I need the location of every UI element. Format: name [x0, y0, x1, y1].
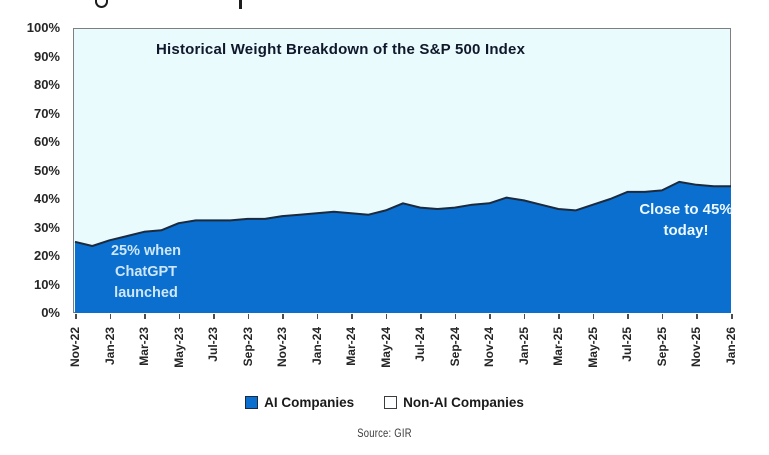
- legend-label: Non-AI Companies: [403, 395, 524, 410]
- x-tick-label: Nov-25: [689, 327, 704, 368]
- non-ai-companies-swatch-icon: [384, 396, 398, 409]
- x-tick-label: May-23: [171, 327, 186, 368]
- x-tick-label: Mar-25: [551, 327, 566, 366]
- source-note: Source: GIR: [357, 427, 412, 441]
- x-tick-mark: [385, 314, 388, 319]
- x-tick-mark: [523, 314, 526, 319]
- legend-item-non-ai-companies: Non-AI Companies: [384, 395, 524, 410]
- x-tick-label: Nov-24: [482, 327, 497, 368]
- y-tick-label: 60%: [33, 134, 60, 149]
- chart-title: Historical Weight Breakdown of the S&P 5…: [156, 41, 526, 58]
- cropped-title-fragment: [239, 0, 242, 9]
- annotation-line: Close to 45%: [639, 201, 733, 218]
- x-tick-mark: [282, 314, 284, 319]
- x-tick-mark: [109, 314, 112, 319]
- legend-item-ai-companies: AI Companies: [245, 395, 354, 410]
- annotation-line: today!: [663, 222, 709, 239]
- x-tick-mark: [178, 314, 181, 319]
- y-tick-label: 80%: [33, 77, 60, 92]
- x-tick-mark: [454, 314, 457, 319]
- area-chart-svg: [74, 180, 731, 313]
- x-tick-mark: [627, 314, 629, 319]
- x-tick-label: Jul-23: [206, 327, 221, 362]
- legend-label: AI Companies: [264, 395, 355, 410]
- plot-area: Historical Weight Breakdown of the S&P 5…: [73, 28, 733, 313]
- x-tick-label: Sep-24: [447, 327, 462, 367]
- x-tick-mark: [489, 314, 491, 319]
- y-tick-label: 50%: [33, 162, 60, 178]
- x-tick-label: Jan-26: [724, 327, 738, 366]
- y-tick-label: 30%: [33, 219, 60, 235]
- y-tick-label: 100%: [26, 20, 60, 35]
- x-tick-label: Sep-25: [654, 327, 669, 367]
- legend: AI Companies Non-AI Companies: [0, 395, 769, 410]
- x-tick-label: Jul-24: [413, 327, 428, 362]
- x-tick-label: Jul-25: [620, 327, 635, 362]
- y-axis: 100% 90% 80% 70% 60% 50% 40% 30% 20% 10% 0%: [0, 20, 66, 320]
- x-tick-mark: [351, 314, 353, 319]
- y-tick-label: 10%: [33, 276, 60, 292]
- x-tick-mark: [75, 314, 77, 319]
- x-tick-mark: [661, 314, 664, 319]
- y-tick-label: 40%: [33, 191, 60, 206]
- x-tick-mark: [731, 314, 733, 319]
- x-tick-label: Mar-23: [137, 327, 152, 366]
- x-tick-label: May-24: [378, 327, 393, 368]
- annotation-chatgpt-launch: 25% when ChatGPT launched: [86, 241, 206, 304]
- x-tick-mark: [592, 314, 595, 319]
- x-tick-mark: [144, 314, 146, 319]
- x-tick-mark: [696, 314, 698, 319]
- x-tick-label: Mar-24: [344, 327, 359, 366]
- y-tick-label: 20%: [33, 248, 60, 263]
- x-tick-label: Nov-23: [275, 327, 290, 368]
- x-tick-mark: [558, 314, 560, 319]
- x-tick-label: Jan-23: [102, 327, 117, 366]
- y-tick-label: 0%: [41, 305, 60, 320]
- cropped-title-fragment: [95, 0, 108, 8]
- x-tick-label: Nov-22: [68, 327, 82, 368]
- annotation-line: launched: [114, 285, 178, 301]
- x-axis: Nov-22 Jan-23 Mar-23 May-23 Jul-23 Sep-23 Nov-…: [68, 314, 738, 378]
- x-tick-mark: [213, 314, 215, 319]
- ai-companies-boundary-line: [74, 180, 731, 247]
- x-tick-label: Jan-25: [516, 327, 531, 366]
- x-tick-mark: [316, 314, 319, 319]
- x-tick-label: Jan-24: [309, 327, 324, 366]
- annotation-line: ChatGPT: [114, 264, 178, 280]
- ai-companies-area: [75, 181, 731, 313]
- x-tick-label: Sep-23: [240, 327, 255, 367]
- y-tick-label: 90%: [33, 48, 60, 64]
- x-tick-mark: [247, 314, 250, 319]
- x-tick-label: May-25: [585, 327, 600, 368]
- annotation-line: 25% when: [110, 243, 182, 259]
- x-tick-mark: [420, 314, 422, 319]
- annotation-close-to-45: Close to 45% today!: [586, 199, 769, 241]
- ai-companies-swatch-icon: [245, 396, 259, 409]
- y-tick-label: 70%: [33, 105, 60, 121]
